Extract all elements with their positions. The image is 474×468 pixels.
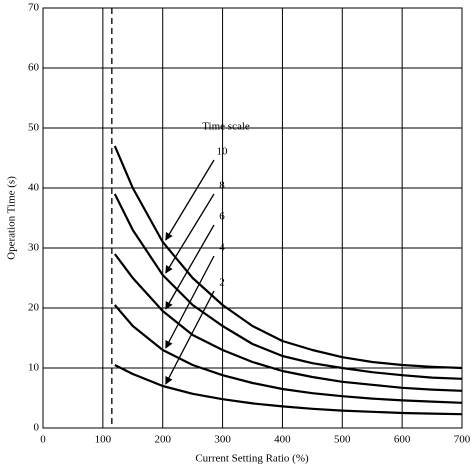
curve xyxy=(113,193,463,380)
series-label: 8 xyxy=(219,180,225,192)
curve xyxy=(113,304,463,404)
y-axis-title: Operation Time (s) xyxy=(6,176,18,260)
plot-frame xyxy=(42,7,463,429)
series-label: 4 xyxy=(219,242,225,254)
arrow xyxy=(165,159,215,241)
y-tick-label: 10 xyxy=(28,362,40,374)
arrow xyxy=(165,224,215,310)
arrow xyxy=(165,290,215,385)
curve xyxy=(114,364,463,416)
series-label: 6 xyxy=(219,211,225,223)
y-tick-label: 60 xyxy=(28,62,40,74)
y-tick-label: 30 xyxy=(28,242,40,254)
x-tick-label: 600 xyxy=(394,434,411,446)
y-tick-label: 40 xyxy=(28,182,40,194)
x-tick-label: 100 xyxy=(95,434,112,446)
annotation: Time scale xyxy=(202,121,250,133)
curve xyxy=(113,253,463,392)
y-tick-label: 50 xyxy=(28,122,40,134)
arrow xyxy=(165,255,215,349)
series-label: 2 xyxy=(219,277,225,289)
arrow xyxy=(165,193,215,274)
x-tick-label: 300 xyxy=(214,434,231,446)
x-tick-label: 700 xyxy=(454,434,471,446)
x-tick-label: 500 xyxy=(334,434,351,446)
y-tick-label: 20 xyxy=(28,302,40,314)
y-tick-label: 0 xyxy=(34,422,40,434)
x-axis-title: Current Setting Ratio (%) xyxy=(195,453,309,465)
x-tick-label: 400 xyxy=(274,434,291,446)
x-tick-label: 0 xyxy=(40,434,46,446)
series-label: 10 xyxy=(217,146,229,158)
curve xyxy=(113,145,463,370)
x-tick-label: 200 xyxy=(154,434,171,446)
y-tick-label: 70 xyxy=(28,2,40,14)
